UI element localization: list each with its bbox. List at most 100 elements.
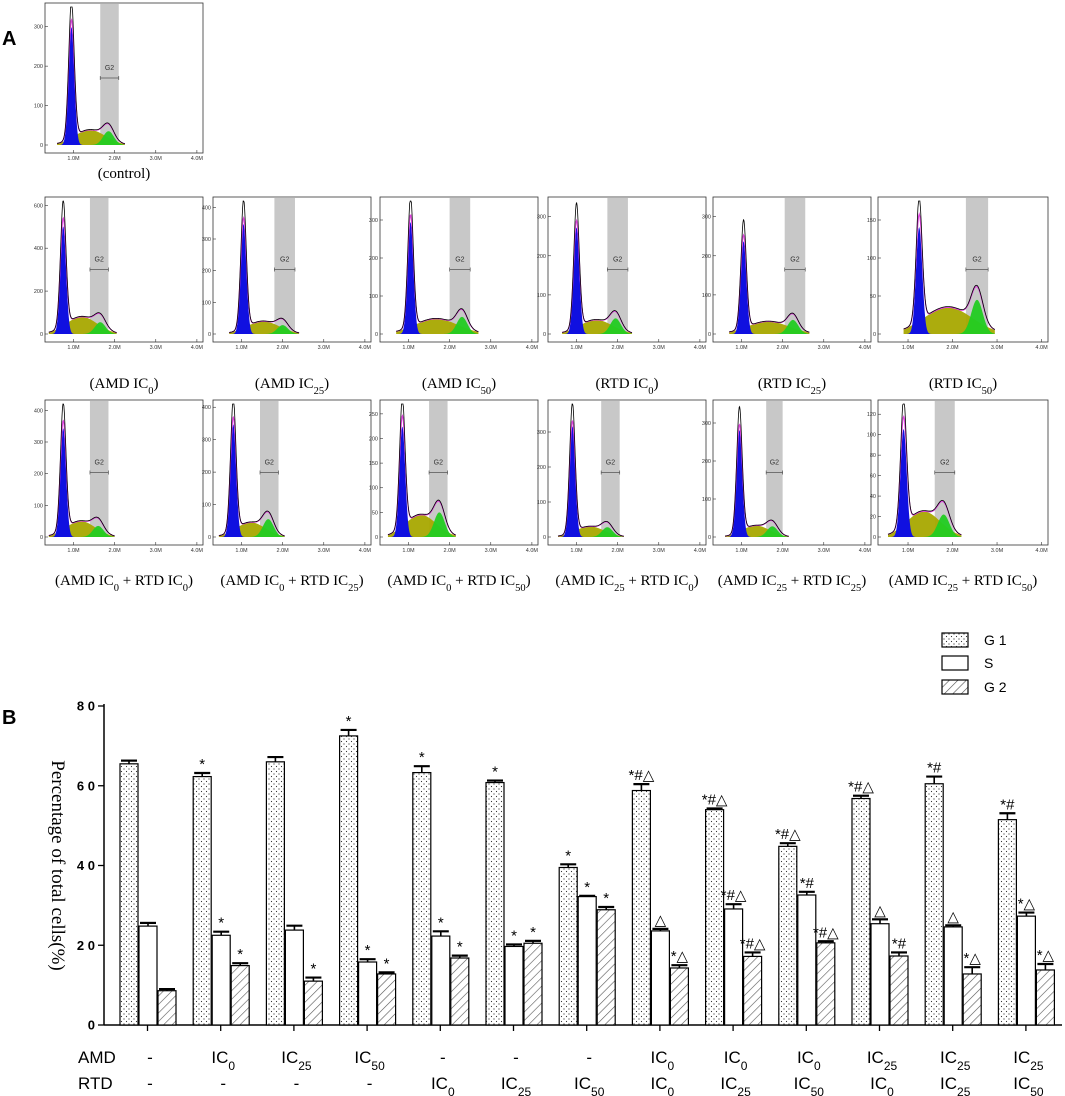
gate-label: G2 (265, 460, 274, 467)
x-tick-label: 4.0M (859, 548, 872, 554)
y-tick-label: 0 (208, 535, 211, 541)
x-tick-label: 1.0M (67, 548, 80, 554)
x-tick-label: 1.0M (235, 548, 248, 554)
x-tick-label: 1.0M (235, 345, 248, 351)
significance-mark: * (237, 946, 243, 963)
y-axis-label: Percentage of total cells(%) (47, 760, 68, 970)
x-tick-label: 2.0M (109, 345, 122, 351)
g2-gate-band (601, 401, 620, 536)
x-tick-label: 2.0M (777, 548, 790, 554)
significance-mark: *△ (1037, 947, 1055, 964)
histogram-panel: 0 100 200 300 1.0M 2.0M 3.0M 4.0M G2 (AMD IC25 + … (537, 399, 706, 594)
gate-label: G2 (613, 257, 622, 264)
histogram-label: (control) (98, 166, 150, 182)
g2-phase-area (888, 514, 962, 537)
g2-phase-area (218, 519, 285, 537)
y-tick-label: 0 (208, 332, 211, 338)
g2-phase-area (725, 526, 789, 537)
x-tick-label: 1.0M (735, 345, 748, 351)
g1-phase-area (888, 429, 962, 537)
data-curve (48, 200, 117, 333)
significance-mark: △ (874, 902, 886, 919)
rtd-condition-label: IC25 (940, 1074, 971, 1096)
significance-mark: *# (892, 935, 907, 952)
y-tick-label: 200 (369, 256, 378, 262)
significance-mark: * (511, 927, 517, 944)
y-tick-label: 0 (40, 143, 43, 149)
significance-mark: *#△ (629, 767, 655, 784)
significance-mark: * (310, 961, 316, 978)
y-tick-label: 200 (34, 289, 43, 295)
data-curve (229, 200, 300, 334)
bar-dots (119, 763, 139, 1026)
bar-solid (723, 908, 744, 1026)
y-tick-label: 120 (867, 412, 876, 418)
x-tick-label: 3.0M (150, 345, 163, 351)
y-tick-label: 2 0 (77, 938, 95, 953)
y-tick-label: 400 (34, 408, 43, 414)
amd-condition-label: IC25 (940, 1048, 971, 1073)
y-tick-label: 300 (369, 218, 378, 224)
x-tick-label: 3.0M (653, 548, 666, 554)
amd-condition-label: - (586, 1048, 592, 1067)
data-curve (387, 403, 456, 536)
y-tick-label: 0 (375, 535, 378, 541)
amd-condition-label: IC50 (354, 1048, 385, 1073)
x-tick-label: 2.0M (612, 548, 625, 554)
g1-phase-area (387, 426, 456, 537)
bar-hatch (962, 973, 982, 1026)
x-tick-label: 1.0M (67, 345, 80, 351)
significance-mark: *#△ (813, 924, 839, 941)
g2-gate-band (784, 198, 806, 333)
y-tick-label: 0 (375, 332, 378, 338)
gate-label: G2 (770, 460, 779, 467)
bar-solid (1016, 915, 1037, 1026)
y-tick-label: 6 0 (77, 778, 95, 793)
legend-label: G 2 (984, 679, 1007, 695)
significance-mark: * (565, 847, 571, 864)
significance-mark: *# (927, 760, 942, 777)
amd-condition-label: IC0 (211, 1048, 235, 1073)
rtd-condition-label: - (220, 1074, 226, 1093)
significance-mark: * (199, 756, 205, 773)
histogram-label: (AMD IC0 + RTD IC0) (55, 573, 193, 594)
bar-hatch (303, 980, 323, 1026)
data-curve (903, 200, 996, 330)
x-tick-label: 4.0M (1035, 345, 1048, 351)
g2-phase-area (48, 322, 117, 334)
rtd-condition-label: IC0 (870, 1074, 894, 1096)
x-tick-label: 2.0M (109, 548, 122, 554)
y-tick-label: 50 (372, 510, 378, 516)
x-tick-label: 2.0M (109, 156, 122, 162)
amd-condition-label: IC25 (867, 1048, 898, 1073)
histogram-panel: 0 20 40 60 80 100 120 1.0M 2.0M 3.0M 4.0M G2 (AMD IC… (867, 399, 1049, 594)
g2-phase-area (387, 512, 456, 537)
y-tick-label: 200 (34, 64, 43, 70)
x-tick-label: 3.0M (318, 345, 331, 351)
y-tick-label: 4 0 (77, 858, 95, 873)
bar-hatch (742, 955, 763, 1026)
rtd-condition-label: IC50 (1013, 1074, 1044, 1096)
y-tick-label: 200 (34, 472, 43, 478)
x-tick-label: 4.0M (191, 156, 204, 162)
amd-condition-label: IC25 (281, 1048, 312, 1073)
y-tick-label: 0 (88, 1018, 95, 1033)
x-tick-label: 2.0M (777, 345, 790, 351)
data-curve (557, 403, 624, 537)
x-tick-label: 1.0M (570, 548, 583, 554)
significance-mark: * (584, 879, 590, 896)
gate-label: G2 (606, 460, 615, 467)
x-tick-label: 2.0M (444, 345, 457, 351)
y-tick-label: 100 (202, 503, 211, 509)
significance-mark: * (218, 915, 224, 932)
g1-phase-area (229, 223, 300, 334)
x-tick-label: 1.0M (402, 345, 415, 351)
histogram-label: (RTD IC25) (758, 376, 826, 397)
x-tick-label: 3.0M (991, 345, 1004, 351)
y-tick-label: 0 (708, 535, 711, 541)
y-tick-label: 200 (202, 470, 211, 476)
bar-solid (138, 925, 158, 1026)
histogram-label: (RTD IC50) (929, 376, 997, 397)
gate-label: G2 (105, 65, 114, 72)
